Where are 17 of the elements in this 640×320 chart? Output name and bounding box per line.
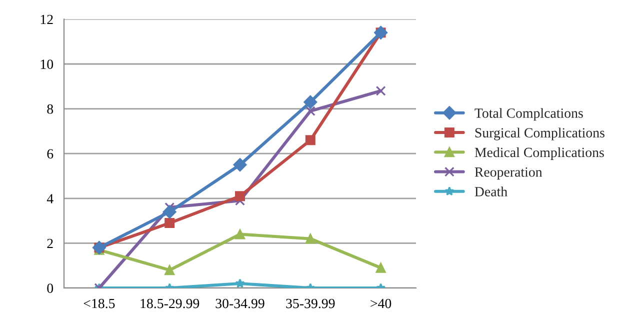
legend-label: Medical Complications xyxy=(474,147,604,160)
y-tick-label: 8 xyxy=(47,104,54,114)
legend-label: Death xyxy=(474,186,508,196)
y-tick-label: 0 xyxy=(47,284,54,293)
y-tick-label: 12 xyxy=(40,14,53,24)
legend-label: Reoperation xyxy=(474,167,542,180)
y-tick-label: 10 xyxy=(40,60,54,69)
y-tick-label: 6 xyxy=(47,149,54,159)
x-tick-label: 30-34.99 xyxy=(216,298,264,308)
y-tick-label: 4 xyxy=(46,194,54,204)
x-tick-label: 35-39.99 xyxy=(286,298,335,308)
x-tick-label: >40 xyxy=(370,298,392,308)
legend-label: Surgical Complications xyxy=(475,128,604,140)
x-tick-label: <18.5 xyxy=(84,298,115,308)
x-tick-label: 18.5-29.99 xyxy=(140,298,200,308)
y-tick-label: 2 xyxy=(47,238,53,248)
legend-label: Total Complcations xyxy=(474,108,583,121)
